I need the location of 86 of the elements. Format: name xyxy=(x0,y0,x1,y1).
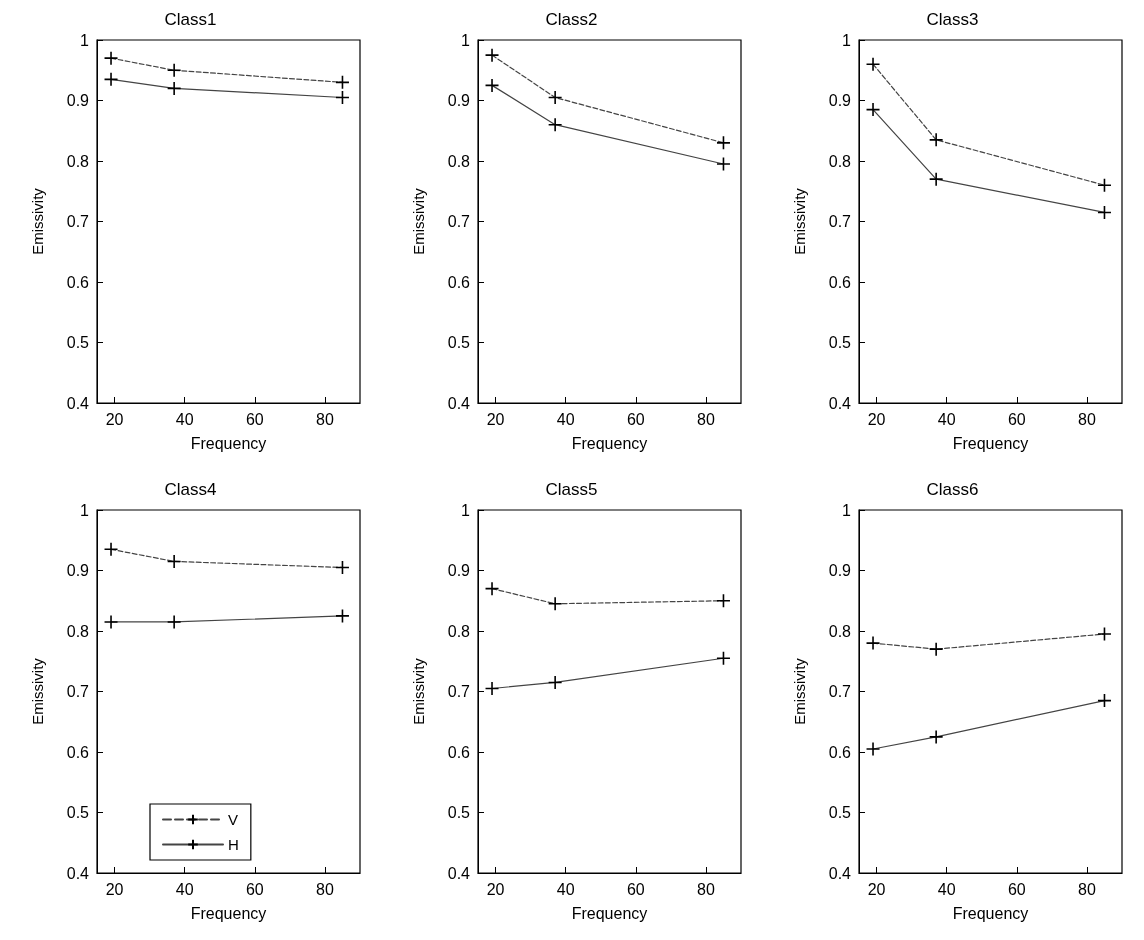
y-tick-label: 0.6 xyxy=(66,273,90,291)
legend-label: H xyxy=(228,836,239,853)
x-tick-label: 20 xyxy=(105,880,124,898)
y-tick-label: 1 xyxy=(461,31,471,49)
y-tick-label: 0.4 xyxy=(447,394,471,412)
y-tick-label: 0.6 xyxy=(447,743,471,761)
chart-title: Class4 xyxy=(164,480,217,499)
legend-label: V xyxy=(228,811,239,828)
y-tick-label: 1 xyxy=(842,31,852,49)
x-tick-label: 80 xyxy=(316,410,334,428)
x-axis-title: Frequency xyxy=(952,904,1029,922)
y-tick-label: 0.9 xyxy=(828,92,852,109)
y-tick-label: 0.9 xyxy=(447,92,471,109)
x-axis-title: Frequency xyxy=(571,434,648,452)
y-tick-label: 0.4 xyxy=(828,864,852,882)
x-tick-label: 60 xyxy=(245,880,264,898)
y-tick-label: 0.7 xyxy=(828,213,852,230)
y-axis-title: Emissivity xyxy=(29,187,46,255)
x-tick-label: 40 xyxy=(937,410,956,428)
y-tick-label: 0.7 xyxy=(66,683,90,700)
y-tick-label: 0.6 xyxy=(66,743,90,761)
chart-title: Class1 xyxy=(164,10,217,29)
y-tick-label: 0.8 xyxy=(447,622,471,640)
y-axis-title: Emissivity xyxy=(29,657,46,725)
y-tick-label: 0.7 xyxy=(447,683,471,700)
y-tick-label: 0.8 xyxy=(66,152,90,170)
chart-title: Class5 xyxy=(545,480,598,499)
y-tick-label: 0.5 xyxy=(66,804,90,821)
y-tick-label: 0.7 xyxy=(828,683,852,700)
x-axis-title: Frequency xyxy=(190,904,267,922)
y-tick-label: 0.6 xyxy=(828,273,852,291)
y-tick-label: 0.5 xyxy=(828,804,852,821)
y-tick-label: 0.8 xyxy=(447,152,471,170)
y-tick-label: 0.9 xyxy=(447,562,471,579)
x-tick-label: 40 xyxy=(556,880,575,898)
x-tick-label: 60 xyxy=(626,410,645,428)
y-tick-label: 0.6 xyxy=(447,273,471,291)
y-tick-label: 0.8 xyxy=(66,622,90,640)
x-tick-label: 20 xyxy=(867,410,886,428)
x-tick-label: 80 xyxy=(1078,880,1096,898)
x-axis-title: Frequency xyxy=(190,434,267,452)
y-tick-label: 1 xyxy=(80,501,90,519)
y-tick-label: 0.4 xyxy=(828,394,852,412)
x-tick-label: 80 xyxy=(697,880,715,898)
x-axis-title: Frequency xyxy=(571,904,648,922)
y-tick-label: 1 xyxy=(461,501,471,519)
x-tick-label: 80 xyxy=(1078,410,1096,428)
y-tick-label: 0.5 xyxy=(828,334,852,351)
y-tick-label: 1 xyxy=(80,31,90,49)
y-tick-label: 1 xyxy=(842,501,852,519)
y-axis-title: Emissivity xyxy=(791,187,808,255)
x-tick-label: 20 xyxy=(486,410,505,428)
y-tick-label: 0.4 xyxy=(447,864,471,882)
y-tick-label: 0.5 xyxy=(447,804,471,821)
y-tick-label: 0.9 xyxy=(828,562,852,579)
x-tick-label: 40 xyxy=(175,880,194,898)
y-tick-label: 0.8 xyxy=(828,622,852,640)
y-axis-title: Emissivity xyxy=(410,187,427,255)
chart-title: Class6 xyxy=(926,480,979,499)
y-tick-label: 0.7 xyxy=(447,213,471,230)
y-tick-label: 0.4 xyxy=(66,394,90,412)
x-tick-label: 60 xyxy=(626,880,645,898)
y-tick-label: 0.5 xyxy=(66,334,90,351)
y-tick-label: 0.6 xyxy=(828,743,852,761)
x-tick-label: 80 xyxy=(316,880,334,898)
y-axis-title: Emissivity xyxy=(410,657,427,725)
y-tick-label: 0.9 xyxy=(66,562,90,579)
x-tick-label: 60 xyxy=(245,410,264,428)
chart-title: Class3 xyxy=(926,10,979,29)
y-tick-label: 0.5 xyxy=(447,334,471,351)
x-tick-label: 40 xyxy=(937,880,956,898)
x-axis-title: Frequency xyxy=(952,434,1029,452)
chart-title: Class2 xyxy=(545,10,598,29)
y-tick-label: 0.8 xyxy=(828,152,852,170)
x-tick-label: 60 xyxy=(1007,410,1026,428)
y-tick-label: 0.7 xyxy=(66,213,90,230)
y-axis-title: Emissivity xyxy=(791,657,808,725)
x-tick-label: 40 xyxy=(556,410,575,428)
y-tick-label: 0.4 xyxy=(66,864,90,882)
x-tick-label: 20 xyxy=(867,880,886,898)
x-tick-label: 20 xyxy=(105,410,124,428)
x-tick-label: 60 xyxy=(1007,880,1026,898)
x-tick-label: 20 xyxy=(486,880,505,898)
x-tick-label: 80 xyxy=(697,410,715,428)
x-tick-label: 40 xyxy=(175,410,194,428)
y-tick-label: 0.9 xyxy=(66,92,90,109)
